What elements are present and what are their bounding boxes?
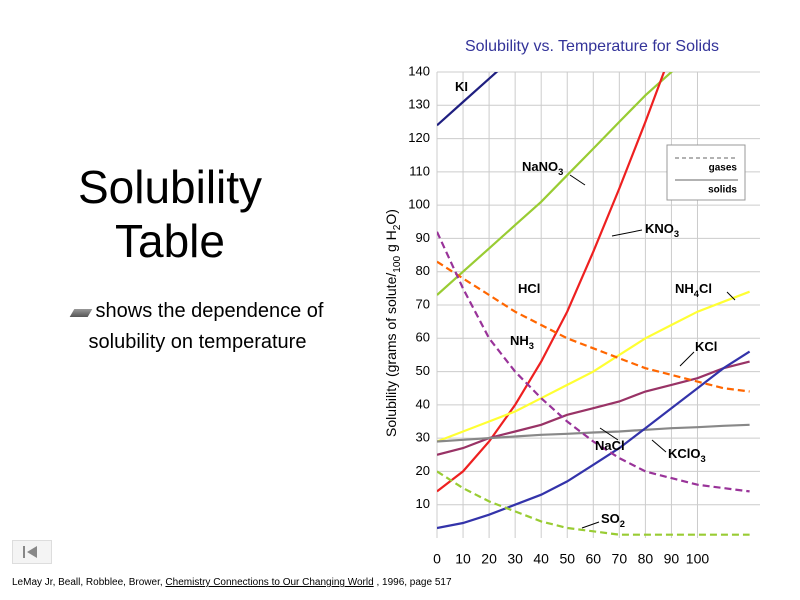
series-line xyxy=(437,260,750,393)
series-label: KNO3 xyxy=(645,221,679,239)
label-leader xyxy=(651,439,667,453)
series-line xyxy=(437,350,751,530)
series-line xyxy=(437,360,750,456)
label-leader xyxy=(569,174,586,186)
x-tick-label: 80 xyxy=(638,551,654,567)
chart-title: Solubility vs. Temperature for Solids xyxy=(465,38,719,55)
series-line xyxy=(437,72,499,127)
citation: LeMay Jr, Beall, Robblee, Brower, Chemis… xyxy=(12,577,452,588)
x-tick-label: 90 xyxy=(664,551,680,567)
y-tick-label: 60 xyxy=(416,330,430,345)
series-label: NH4Cl xyxy=(675,281,712,299)
series-line xyxy=(437,231,750,493)
series-line xyxy=(437,72,666,493)
citation-authors: LeMay Jr, Beall, Robblee, Brower, xyxy=(12,577,166,588)
back-button[interactable] xyxy=(12,540,52,564)
x-tick-label: 0 xyxy=(433,551,441,567)
back-icon xyxy=(23,546,37,558)
y-tick-label: 120 xyxy=(408,130,430,145)
series-label: KCl xyxy=(695,339,717,354)
y-tick-label: 130 xyxy=(408,97,430,112)
x-tick-label: 20 xyxy=(481,551,497,567)
y-axis-label: Solubility (grams of solute/100 g H2O) xyxy=(383,209,403,437)
y-tick-label: 30 xyxy=(416,430,430,445)
y-tick-label: 70 xyxy=(416,296,430,311)
y-tick-label: 10 xyxy=(416,496,430,511)
series-line xyxy=(437,72,674,296)
y-tick-label: 20 xyxy=(416,463,430,478)
label-leader xyxy=(611,229,643,237)
label-leader xyxy=(581,521,600,529)
x-tick-label: 60 xyxy=(586,551,602,567)
plot-lines xyxy=(437,72,751,536)
series-line xyxy=(437,423,750,443)
label-leader xyxy=(599,427,619,441)
series-label: HCl xyxy=(518,281,540,296)
y-tick-label: 80 xyxy=(416,263,430,278)
series-label: NaNO3 xyxy=(522,159,563,177)
series-label: NH3 xyxy=(510,333,534,351)
citation-book: Chemistry Connections to Our Changing Wo… xyxy=(165,577,374,588)
y-tick-label: 100 xyxy=(408,197,430,212)
x-tick-label: 100 xyxy=(686,551,710,567)
y-tick-label: 40 xyxy=(416,396,430,411)
y-tick-label: 90 xyxy=(416,230,430,245)
y-tick-label: 50 xyxy=(416,363,430,378)
y-tick-label: 110 xyxy=(409,163,430,178)
label-leader xyxy=(679,351,695,367)
x-tick-label: 30 xyxy=(507,551,523,567)
legend-label: gases xyxy=(709,163,738,174)
series-line xyxy=(437,290,750,443)
x-tick-label: 50 xyxy=(559,551,575,567)
y-tick-label: 140 xyxy=(408,63,430,78)
series-label: KClO3 xyxy=(668,446,706,464)
bullet: shows the dependence of solubility on te… xyxy=(55,296,340,358)
series-line xyxy=(437,470,750,536)
series-label: NaCl xyxy=(595,438,625,453)
bullet-text: shows the dependence of solubility on te… xyxy=(88,300,324,353)
label-leader xyxy=(726,291,736,301)
legend-box xyxy=(666,144,746,201)
bullet-icon xyxy=(69,309,92,317)
citation-rest: , 1996, page 517 xyxy=(373,577,452,588)
legend-label: solids xyxy=(708,185,737,196)
x-tick-label: 10 xyxy=(455,551,471,567)
x-tick-label: 70 xyxy=(612,551,628,567)
x-tick-label: 40 xyxy=(533,551,549,567)
series-label: SO2 xyxy=(601,511,625,529)
series-label: KI xyxy=(455,79,468,94)
slide-title: Solubility Table xyxy=(77,161,263,267)
